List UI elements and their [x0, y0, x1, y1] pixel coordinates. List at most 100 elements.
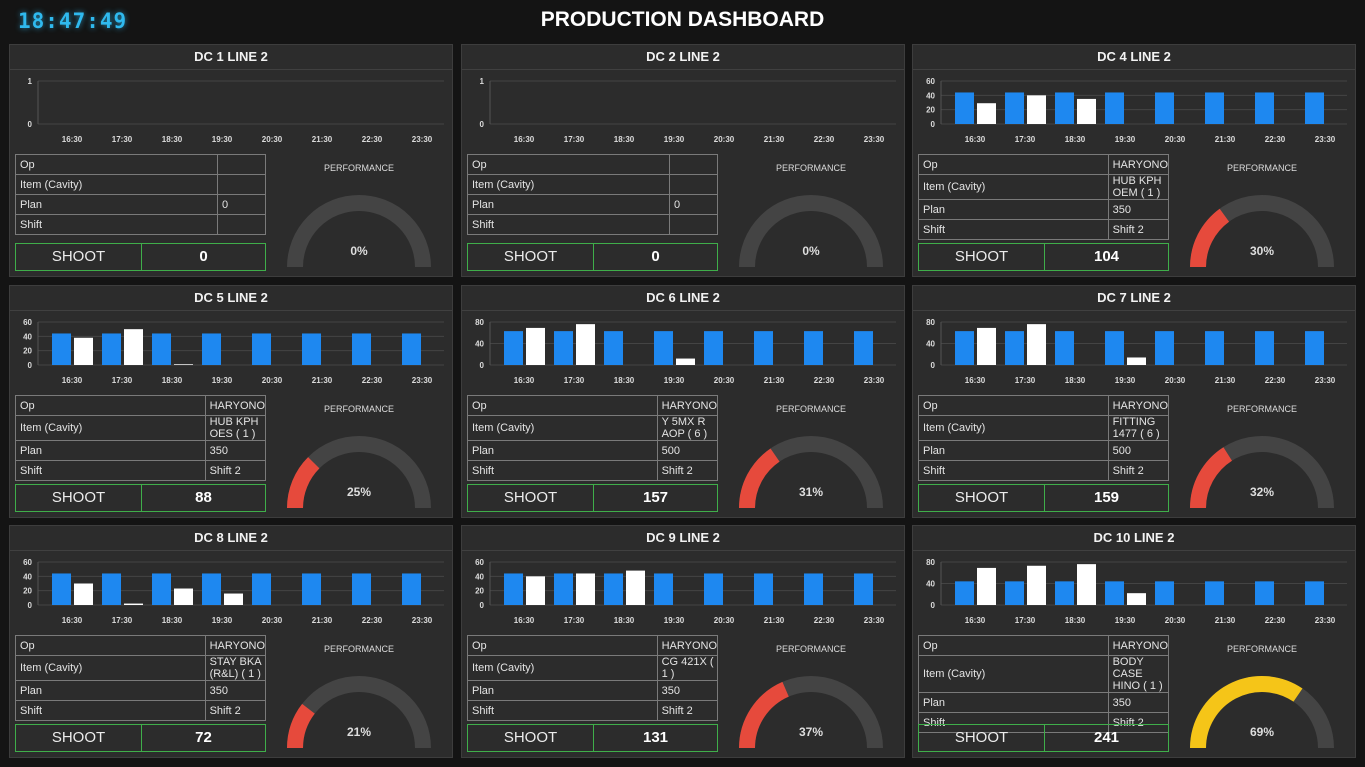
info-value-item: HUB KPH OEM ( 1 ) [1107, 174, 1170, 200]
shoot-counter: SHOOT 241 [918, 724, 1169, 752]
info-value-op: HARYONO [1107, 154, 1170, 175]
info-value-plan: 500 [656, 440, 719, 461]
plan-bar [1055, 331, 1074, 365]
info-value-item: STAY BKA (R&L) ( 1 ) [204, 655, 267, 681]
plan-bar [1055, 581, 1074, 605]
info-row-item: Item (Cavity) STAY BKA (R&L) ( 1 ) [15, 655, 267, 681]
info-label: Plan [15, 680, 206, 701]
x-tick-label: 16:30 [514, 135, 535, 144]
plan-bar [302, 333, 321, 365]
info-value-item: BODY CASE HINO ( 1 ) [1107, 655, 1170, 693]
performance-value: 32% [1250, 485, 1274, 499]
x-tick-label: 22:30 [814, 616, 835, 625]
actual-bar [174, 588, 193, 605]
y-tick-label: 0 [480, 120, 485, 129]
gauge-fill [1190, 447, 1233, 509]
performance-value: 37% [799, 725, 823, 739]
info-table: Op HARYONO Item (Cavity) FITTING 1477 ( 6 )… [918, 395, 1170, 481]
info-value-plan: 350 [656, 680, 719, 701]
plan-bar [352, 573, 371, 605]
performance-gauge: 69% [1190, 676, 1334, 749]
y-tick-label: 0 [931, 120, 936, 129]
actual-bar [977, 567, 996, 605]
x-tick-label: 18:30 [162, 616, 183, 625]
y-tick-label: 40 [926, 91, 935, 100]
machine-panel: DC 5 LINE 2 0 20 40 60 16:30 17:30 18:30 19:30 20… [9, 285, 453, 518]
info-label: Op [467, 154, 670, 175]
panel-title: DC 8 LINE 2 [10, 526, 452, 551]
actual-bar [1027, 95, 1046, 124]
machine-panel: DC 9 LINE 2 0 20 40 60 16:30 17:30 18:30 19:30 20… [461, 525, 905, 758]
output-bar-chart: 0 20 40 60 16:30 17:30 18:30 19:30 20:30 21:30 22:… [475, 558, 896, 625]
actual-bar [676, 358, 695, 365]
x-tick-label: 20:30 [1165, 376, 1186, 385]
y-tick-label: 40 [926, 580, 935, 589]
info-value-shift: Shift 2 [656, 700, 719, 721]
actual-bar [526, 576, 545, 605]
plan-bar [955, 92, 974, 124]
output-bar-chart: 0 40 80 16:30 17:30 18:30 19:30 20:30 21:30 22:30… [926, 558, 1347, 625]
actual-bar [977, 327, 996, 365]
info-value-op [669, 154, 718, 175]
y-tick-label: 1 [480, 77, 485, 86]
plan-bar [1255, 92, 1274, 124]
info-table: Op HARYONO Item (Cavity) CG 421X ( 1 ) Plan 3… [467, 635, 719, 721]
info-row-op: Op HARYONO [467, 635, 719, 656]
plan-bar [604, 331, 623, 365]
shoot-value: 241 [1093, 729, 1120, 746]
plan-bar [1255, 581, 1274, 605]
y-tick-label: 40 [475, 572, 484, 581]
plan-bar [754, 331, 773, 365]
plan-bar [955, 581, 974, 605]
machine-panel: DC 4 LINE 2 0 20 40 60 16:30 17:30 18:30 19:30 20… [912, 44, 1356, 277]
info-value-op: HARYONO [656, 395, 719, 416]
plan-bar [1255, 331, 1274, 365]
x-tick-label: 17:30 [112, 135, 133, 144]
info-row-item: Item (Cavity) HUB KPH OES ( 1 ) [15, 415, 267, 441]
plan-bar [854, 331, 873, 365]
info-label: Shift [467, 214, 670, 235]
shoot-counter: SHOOT 0 [467, 243, 718, 271]
info-value-item [669, 174, 718, 195]
info-table: Op Item (Cavity) Plan 0 Shift [15, 154, 266, 235]
info-row-shift: Shift Shift 2 [918, 219, 1170, 240]
x-tick-label: 23:30 [1315, 616, 1336, 625]
y-tick-label: 0 [931, 601, 936, 610]
output-bar-chart: 0 1 16:30 17:30 18:30 19:30 20:30 21:30 22:30 23:… [28, 77, 444, 144]
shoot-label: SHOOT [16, 725, 142, 751]
y-tick-label: 0 [480, 601, 485, 610]
x-tick-label: 18:30 [614, 135, 635, 144]
info-row-shift: Shift Shift 2 [15, 700, 267, 721]
info-row-op: Op HARYONO [15, 635, 267, 656]
actual-bar [1027, 565, 1046, 605]
info-value-item [217, 174, 266, 195]
x-tick-label: 20:30 [262, 616, 283, 625]
info-row-plan: Plan 0 [467, 194, 718, 215]
actual-bar [224, 593, 243, 605]
info-label: Op [15, 395, 206, 416]
plan-bar [1105, 331, 1124, 365]
x-tick-label: 22:30 [1265, 376, 1286, 385]
info-row-op: Op [467, 154, 718, 175]
x-tick-label: 16:30 [965, 135, 986, 144]
info-row-plan: Plan 350 [15, 680, 267, 701]
info-label: Plan [918, 199, 1109, 220]
y-tick-label: 0 [28, 601, 33, 610]
x-tick-label: 19:30 [1115, 616, 1136, 625]
plan-bar [504, 331, 523, 365]
plan-bar [102, 573, 121, 605]
actual-bar [174, 364, 193, 365]
plan-bar [252, 573, 271, 605]
x-tick-label: 22:30 [1265, 135, 1286, 144]
info-row-op: Op HARYONO [918, 154, 1170, 175]
info-label: Shift [467, 460, 658, 481]
panel-title: DC 4 LINE 2 [913, 45, 1355, 70]
y-tick-label: 20 [23, 347, 32, 356]
plan-bar [554, 573, 573, 605]
performance-gauge: 37% [739, 676, 883, 749]
x-tick-label: 22:30 [814, 135, 835, 144]
info-table: Op HARYONO Item (Cavity) STAY BKA (R&L) ( 1… [15, 635, 267, 721]
info-row-plan: Plan 500 [467, 440, 719, 461]
x-tick-label: 22:30 [814, 376, 835, 385]
plan-bar [1105, 581, 1124, 605]
